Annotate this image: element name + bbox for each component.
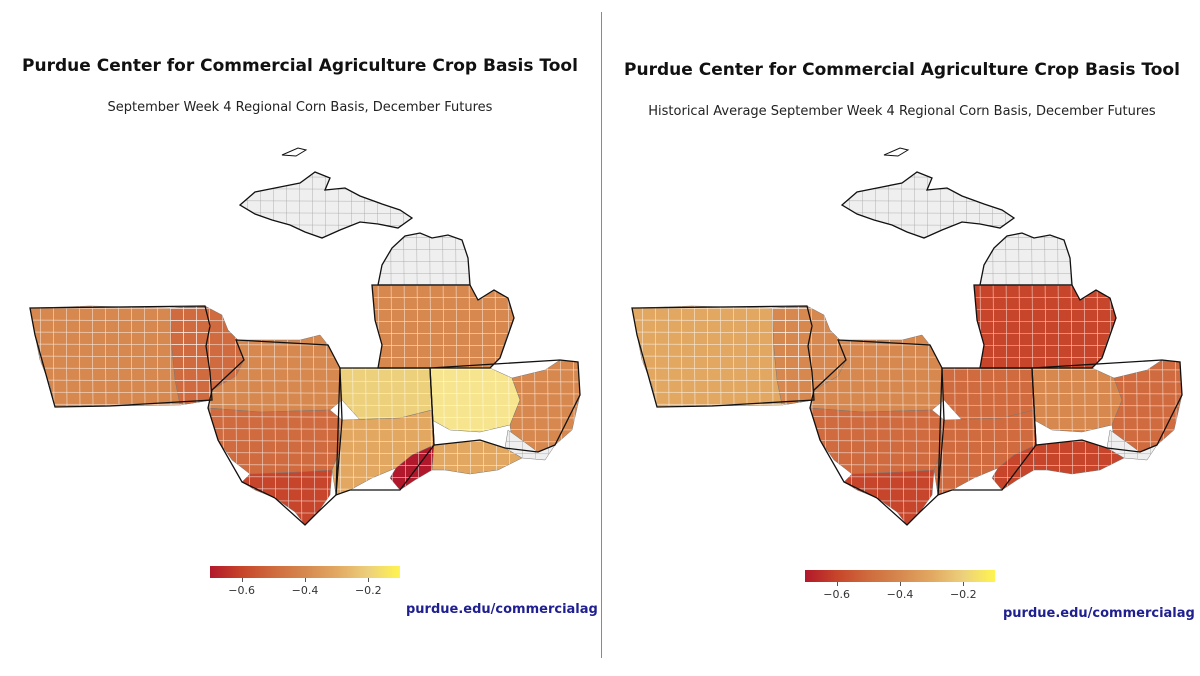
- left-panel: Purdue Center for Commercial Agriculture…: [0, 0, 600, 676]
- legend-tick: [368, 578, 370, 582]
- region-indiana-s[interactable]: [933, 409, 1037, 496]
- isle-royale: [883, 147, 910, 157]
- legend-tick: [241, 578, 243, 582]
- legend-tick-label: −0.4: [886, 588, 914, 601]
- legend-gradient: [210, 566, 400, 578]
- legend-tick: [836, 582, 838, 586]
- panel-subtitle: Historical Average September Week 4 Regi…: [648, 104, 1156, 119]
- legend-gradient: [805, 570, 995, 582]
- state-borders: [631, 171, 1183, 526]
- regional-basis-map[interactable]: [602, 0, 1200, 676]
- legend-tick-label: −0.4: [291, 584, 319, 597]
- legend-tick-label: −0.2: [354, 584, 382, 597]
- isle-royale: [281, 147, 308, 157]
- region-indiana-s[interactable]: [331, 409, 435, 496]
- panel-title: Purdue Center for Commercial Agriculture…: [22, 56, 578, 76]
- panel-subtitle: September Week 4 Regional Corn Basis, De…: [107, 100, 493, 115]
- legend-tick: [900, 582, 901, 586]
- region-illinois-tip[interactable]: [241, 469, 333, 526]
- legend-tick: [963, 582, 965, 586]
- panel-divider: [601, 12, 602, 658]
- legend-tick-label: −0.2: [949, 588, 977, 601]
- county-lines: [632, 306, 814, 407]
- credit-link[interactable]: purdue.edu/commercialag: [1003, 606, 1195, 621]
- legend-tick: [305, 578, 306, 582]
- legend-tick-label: −0.6: [823, 588, 851, 601]
- region-illinois-tip[interactable]: [843, 469, 935, 526]
- panel-title: Purdue Center for Commercial Agriculture…: [624, 60, 1180, 80]
- credit-link[interactable]: purdue.edu/commercialag: [406, 602, 598, 617]
- state-borders: [29, 171, 581, 526]
- regional-basis-map[interactable]: [0, 0, 600, 676]
- legend-tick-label: −0.6: [228, 584, 256, 597]
- right-panel: Purdue Center for Commercial Agriculture…: [602, 0, 1200, 676]
